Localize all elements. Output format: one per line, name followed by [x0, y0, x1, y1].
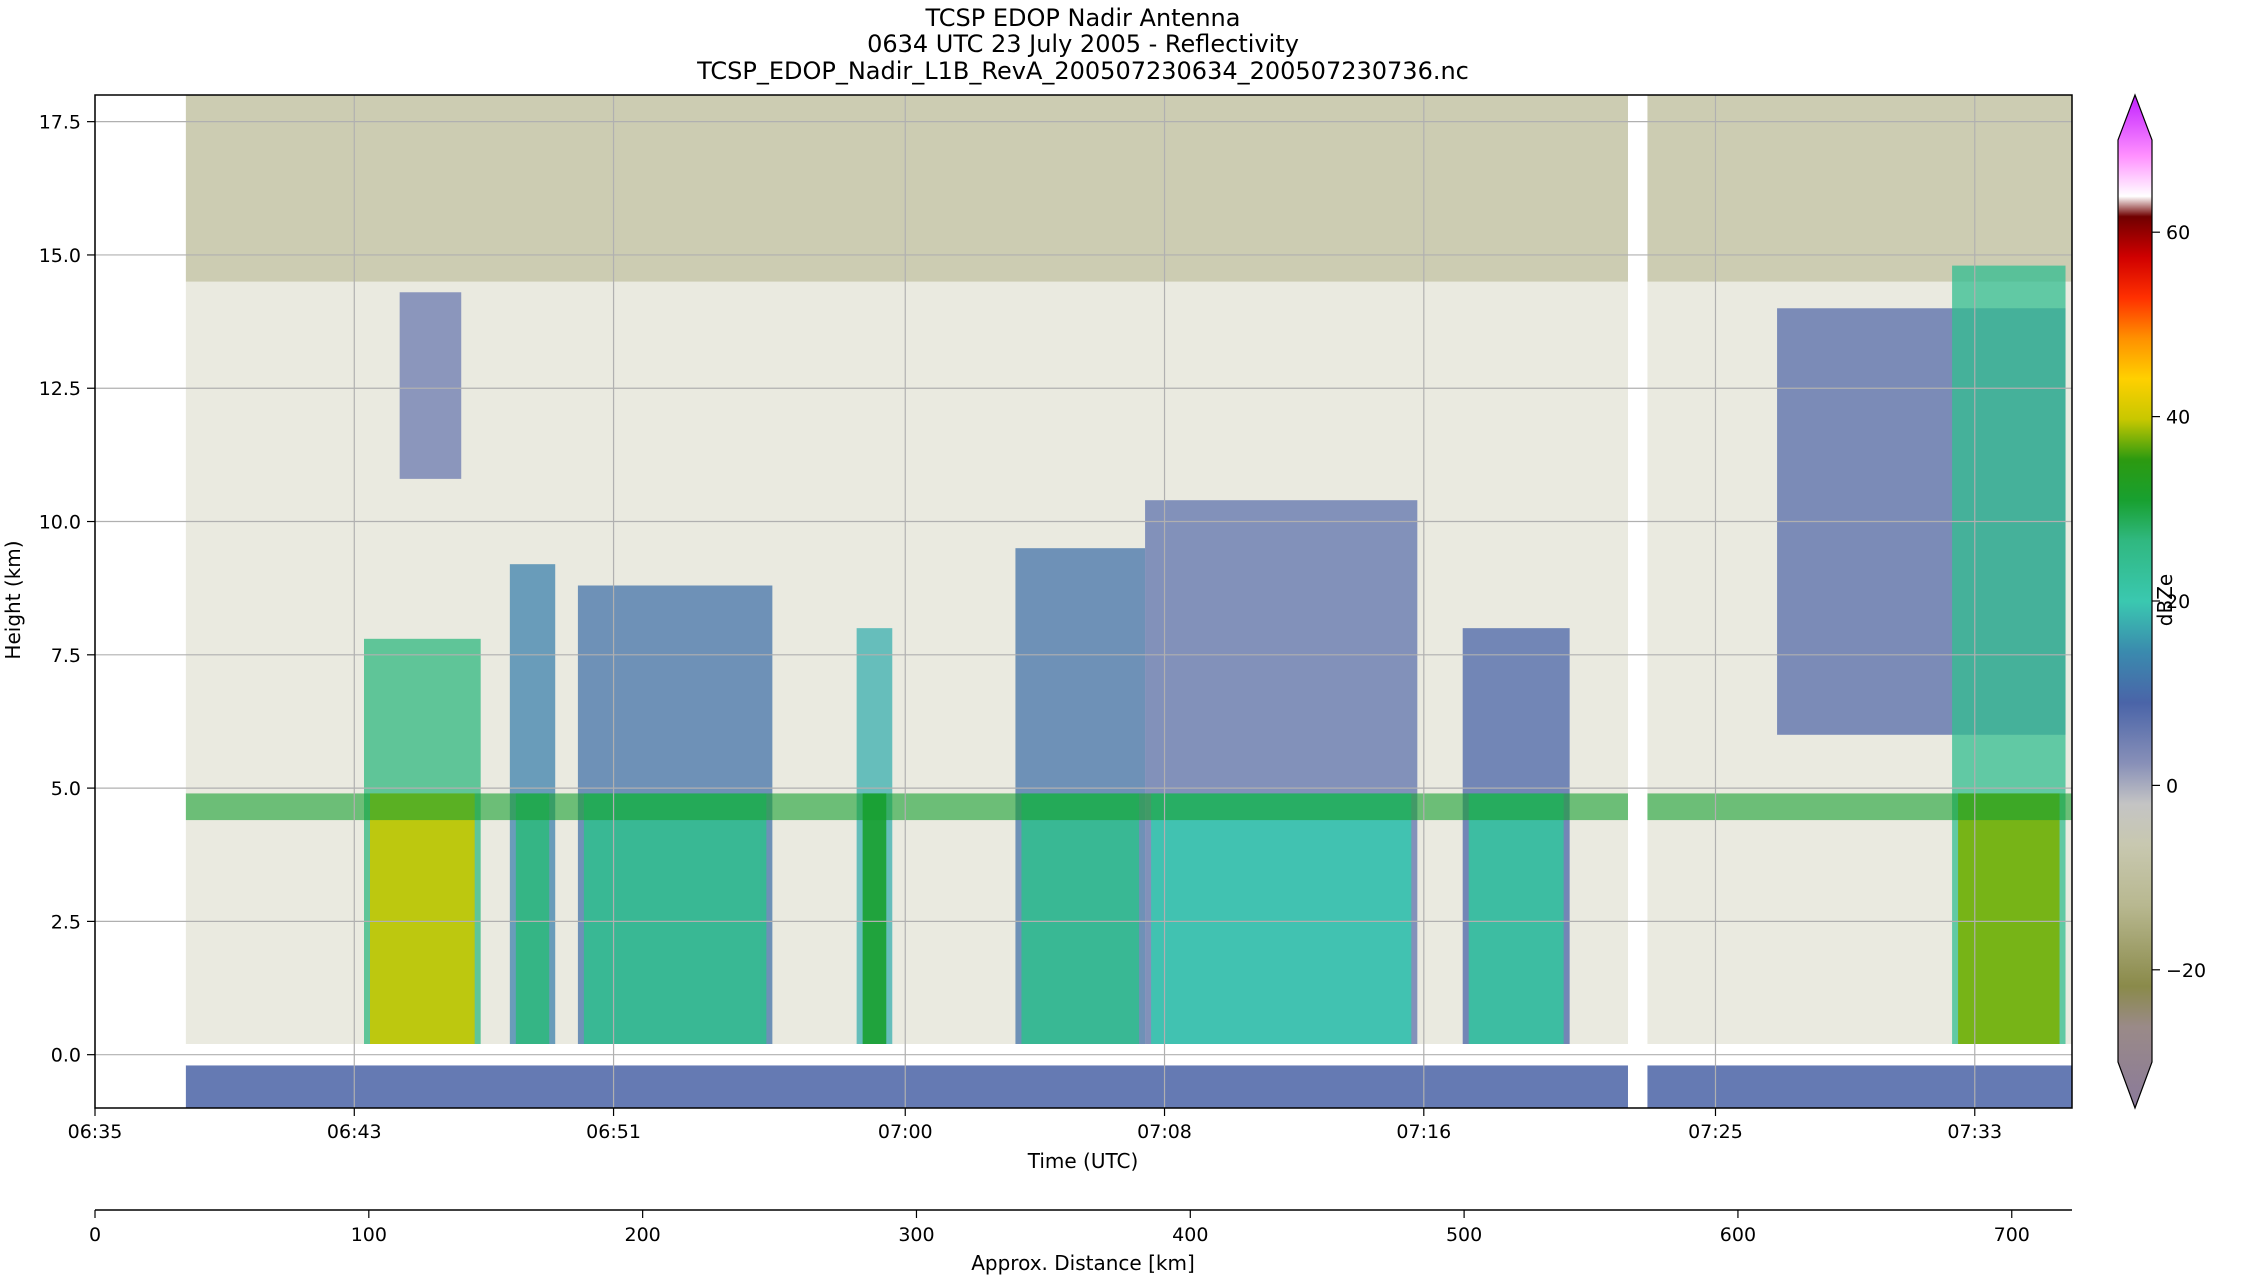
colorbar-label: dBZe — [2153, 574, 2177, 626]
distance-tick-label: 300 — [898, 1224, 934, 1246]
chart-title-line-1: TCSP EDOP Nadir Antenna — [925, 4, 1241, 32]
colorbar: 60 40 20 0 −20 — [2117, 93, 2206, 1110]
distance-axis: 0 100 200 300 400 500 600 700 — [89, 1209, 2072, 1246]
x-tick-label: 07:00 — [878, 1121, 933, 1143]
chart-title-line-2: 0634 UTC 23 July 2005 - Reflectivity — [867, 30, 1299, 58]
upper-noise-band — [185, 95, 2072, 282]
distance-tick-label: 600 — [1720, 1224, 1756, 1246]
convective-cell-core — [370, 793, 475, 1045]
cirrus-echo — [399, 292, 462, 479]
distance-tick-label: 400 — [1172, 1224, 1208, 1246]
y-tick-label: 5.0 — [51, 778, 81, 800]
y-tick-label: 7.5 — [51, 645, 81, 667]
convective-cell-core — [1151, 793, 1412, 1045]
data-gap — [1627, 95, 1648, 1108]
y-tick-label: 12.5 — [39, 378, 81, 400]
grid-lines — [94, 95, 2072, 1108]
x-axis-ticks: 06:35 06:43 06:51 07:00 07:08 07:16 07:25 07:33 — [68, 1108, 2002, 1143]
colorbar-tick-label: 60 — [2166, 222, 2190, 244]
convective-cell-core — [1021, 793, 1140, 1045]
x-tick-label: 07:08 — [1137, 1121, 1192, 1143]
distance-axis-label: Approx. Distance [km] — [971, 1251, 1195, 1275]
x-tick-label: 07:25 — [1688, 1121, 1743, 1143]
colorbar-tick-label: 40 — [2166, 407, 2190, 429]
y-tick-label: 0.0 — [51, 1045, 81, 1067]
convective-cell-core — [515, 793, 550, 1045]
distance-tick-label: 700 — [1994, 1224, 2030, 1246]
colorbar-tick-label: 20 — [2166, 591, 2190, 613]
chart-title-line-3: TCSP_EDOP_Nadir_L1B_RevA_200507230634_20… — [696, 57, 1469, 85]
y-tick-label: 2.5 — [51, 911, 81, 933]
reflectivity-field — [185, 95, 2072, 1108]
convective-cell-core — [583, 793, 767, 1045]
plot-area: 06:35 06:43 06:51 07:00 07:08 07:16 07:25 07:33… — [39, 94, 2166, 1143]
distance-tick-label: 0 — [89, 1224, 101, 1246]
data-gap — [95, 95, 186, 1108]
y-tick-label: 10.0 — [39, 512, 81, 534]
x-tick-label: 07:16 — [1396, 1121, 1451, 1143]
y-axis-label: Height (km) — [1, 540, 25, 659]
distance-tick-label: 500 — [1446, 1224, 1482, 1246]
y-axis-ticks: 0.0 2.5 5.0 7.5 10.0 12.5 15.0 17.5 — [39, 112, 95, 1067]
distance-tick-label: 100 — [351, 1224, 387, 1246]
layer-melting-band — [185, 793, 2072, 821]
subsurface-return — [185, 1065, 2072, 1108]
colorbar-body — [2117, 93, 2153, 1110]
convective-cell-core — [862, 793, 887, 1045]
colorbar-ticks: 60 40 20 0 −20 — [2152, 222, 2206, 982]
distance-axis-ticks: 0 100 200 300 400 500 600 700 — [89, 1210, 2030, 1246]
y-tick-label: 17.5 — [39, 112, 81, 134]
convective-cell-core — [1468, 793, 1564, 1045]
x-axis-label: Time (UTC) — [1027, 1149, 1139, 1173]
y-tick-label: 15.0 — [39, 245, 81, 267]
colorbar-tick-label: 0 — [2166, 775, 2178, 797]
x-tick-label: 06:51 — [586, 1121, 641, 1143]
x-tick-label: 06:35 — [68, 1121, 123, 1143]
x-tick-label: 07:33 — [1947, 1121, 2002, 1143]
convective-cell-core — [1958, 793, 2060, 1045]
distance-tick-label: 200 — [625, 1224, 661, 1246]
x-tick-label: 06:43 — [327, 1121, 382, 1143]
colorbar-tick-label: −20 — [2166, 960, 2206, 982]
plot-frame — [94, 94, 2073, 1109]
